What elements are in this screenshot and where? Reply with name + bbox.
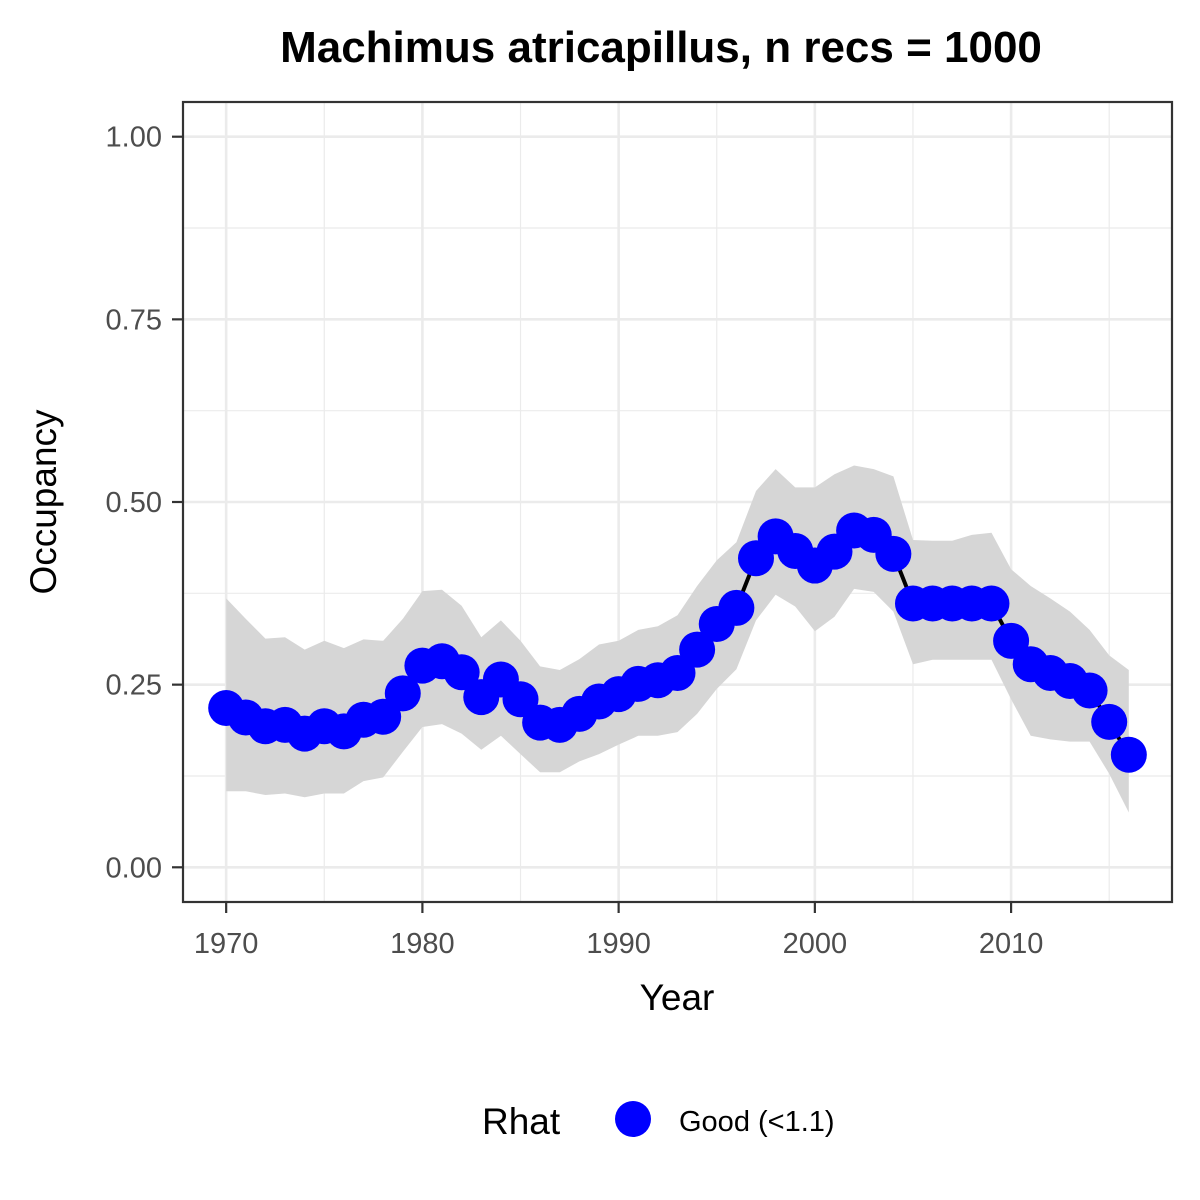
y-tick-label: 1.00 xyxy=(106,122,162,154)
y-tick-label: 0.25 xyxy=(106,670,162,702)
x-tick-label: 1980 xyxy=(390,928,455,960)
legend-title: Rhat xyxy=(482,1101,561,1142)
x-axis-title: Year xyxy=(640,977,715,1018)
data-point xyxy=(973,585,1010,622)
data-point xyxy=(1110,736,1147,773)
y-tick-label: 0.00 xyxy=(106,852,162,884)
x-tick-label: 2010 xyxy=(979,928,1044,960)
x-axis: 1970 1980 1990 2000 2010 xyxy=(194,902,1043,960)
y-tick-label: 0.50 xyxy=(106,487,162,519)
occupancy-points xyxy=(208,512,1147,773)
data-point xyxy=(875,535,912,572)
legend: Rhat Good (<1.1) xyxy=(482,1101,835,1142)
chart-title: Machimus atricapillus, n recs = 1000 xyxy=(280,23,1042,72)
data-point xyxy=(443,654,480,691)
data-point xyxy=(718,589,755,626)
y-tick-label: 0.75 xyxy=(106,304,162,336)
data-point xyxy=(1091,703,1128,740)
y-axis-title: Occupancy xyxy=(23,409,64,595)
x-tick-label: 1970 xyxy=(194,928,259,960)
data-point xyxy=(1071,672,1108,709)
data-point xyxy=(384,675,421,712)
legend-key-good xyxy=(615,1101,651,1137)
data-point xyxy=(679,631,716,668)
y-axis: 0.00 0.25 0.50 0.75 1.00 xyxy=(106,122,183,884)
legend-label-good: Good (<1.1) xyxy=(679,1106,835,1138)
x-tick-label: 1990 xyxy=(586,928,651,960)
x-tick-label: 2000 xyxy=(783,928,848,960)
